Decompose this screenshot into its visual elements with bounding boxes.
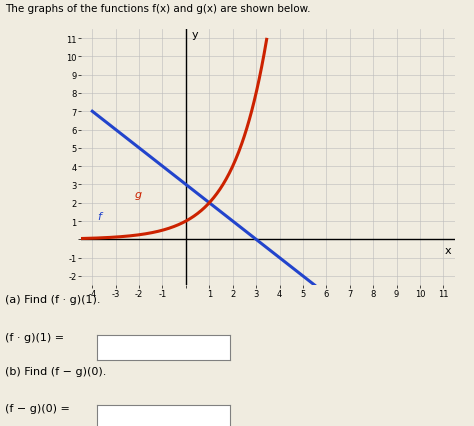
Text: x: x [445,246,451,256]
Text: (a) Find (f · g)(1).: (a) Find (f · g)(1). [5,294,100,304]
Text: y: y [192,30,199,40]
Text: The graphs of the functions f(x) and g(x) are shown below.: The graphs of the functions f(x) and g(x… [5,4,310,14]
Text: (f · g)(1) =: (f · g)(1) = [5,332,64,342]
Text: (b) Find (f − g)(0).: (b) Find (f − g)(0). [5,366,106,376]
Text: g: g [135,190,142,200]
Text: (f − g)(0) =: (f − g)(0) = [5,403,70,412]
Text: f: f [97,212,101,222]
